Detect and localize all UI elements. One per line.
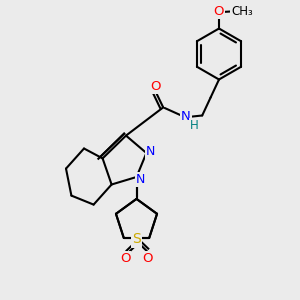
Text: H: H — [190, 119, 199, 132]
Text: N: N — [181, 110, 190, 123]
Text: O: O — [150, 80, 161, 93]
Text: N: N — [136, 173, 145, 186]
Text: N: N — [146, 145, 155, 158]
Text: O: O — [143, 252, 153, 265]
Text: S: S — [132, 232, 141, 247]
Text: CH₃: CH₃ — [231, 5, 253, 18]
Text: O: O — [120, 252, 130, 265]
Text: O: O — [214, 5, 224, 18]
